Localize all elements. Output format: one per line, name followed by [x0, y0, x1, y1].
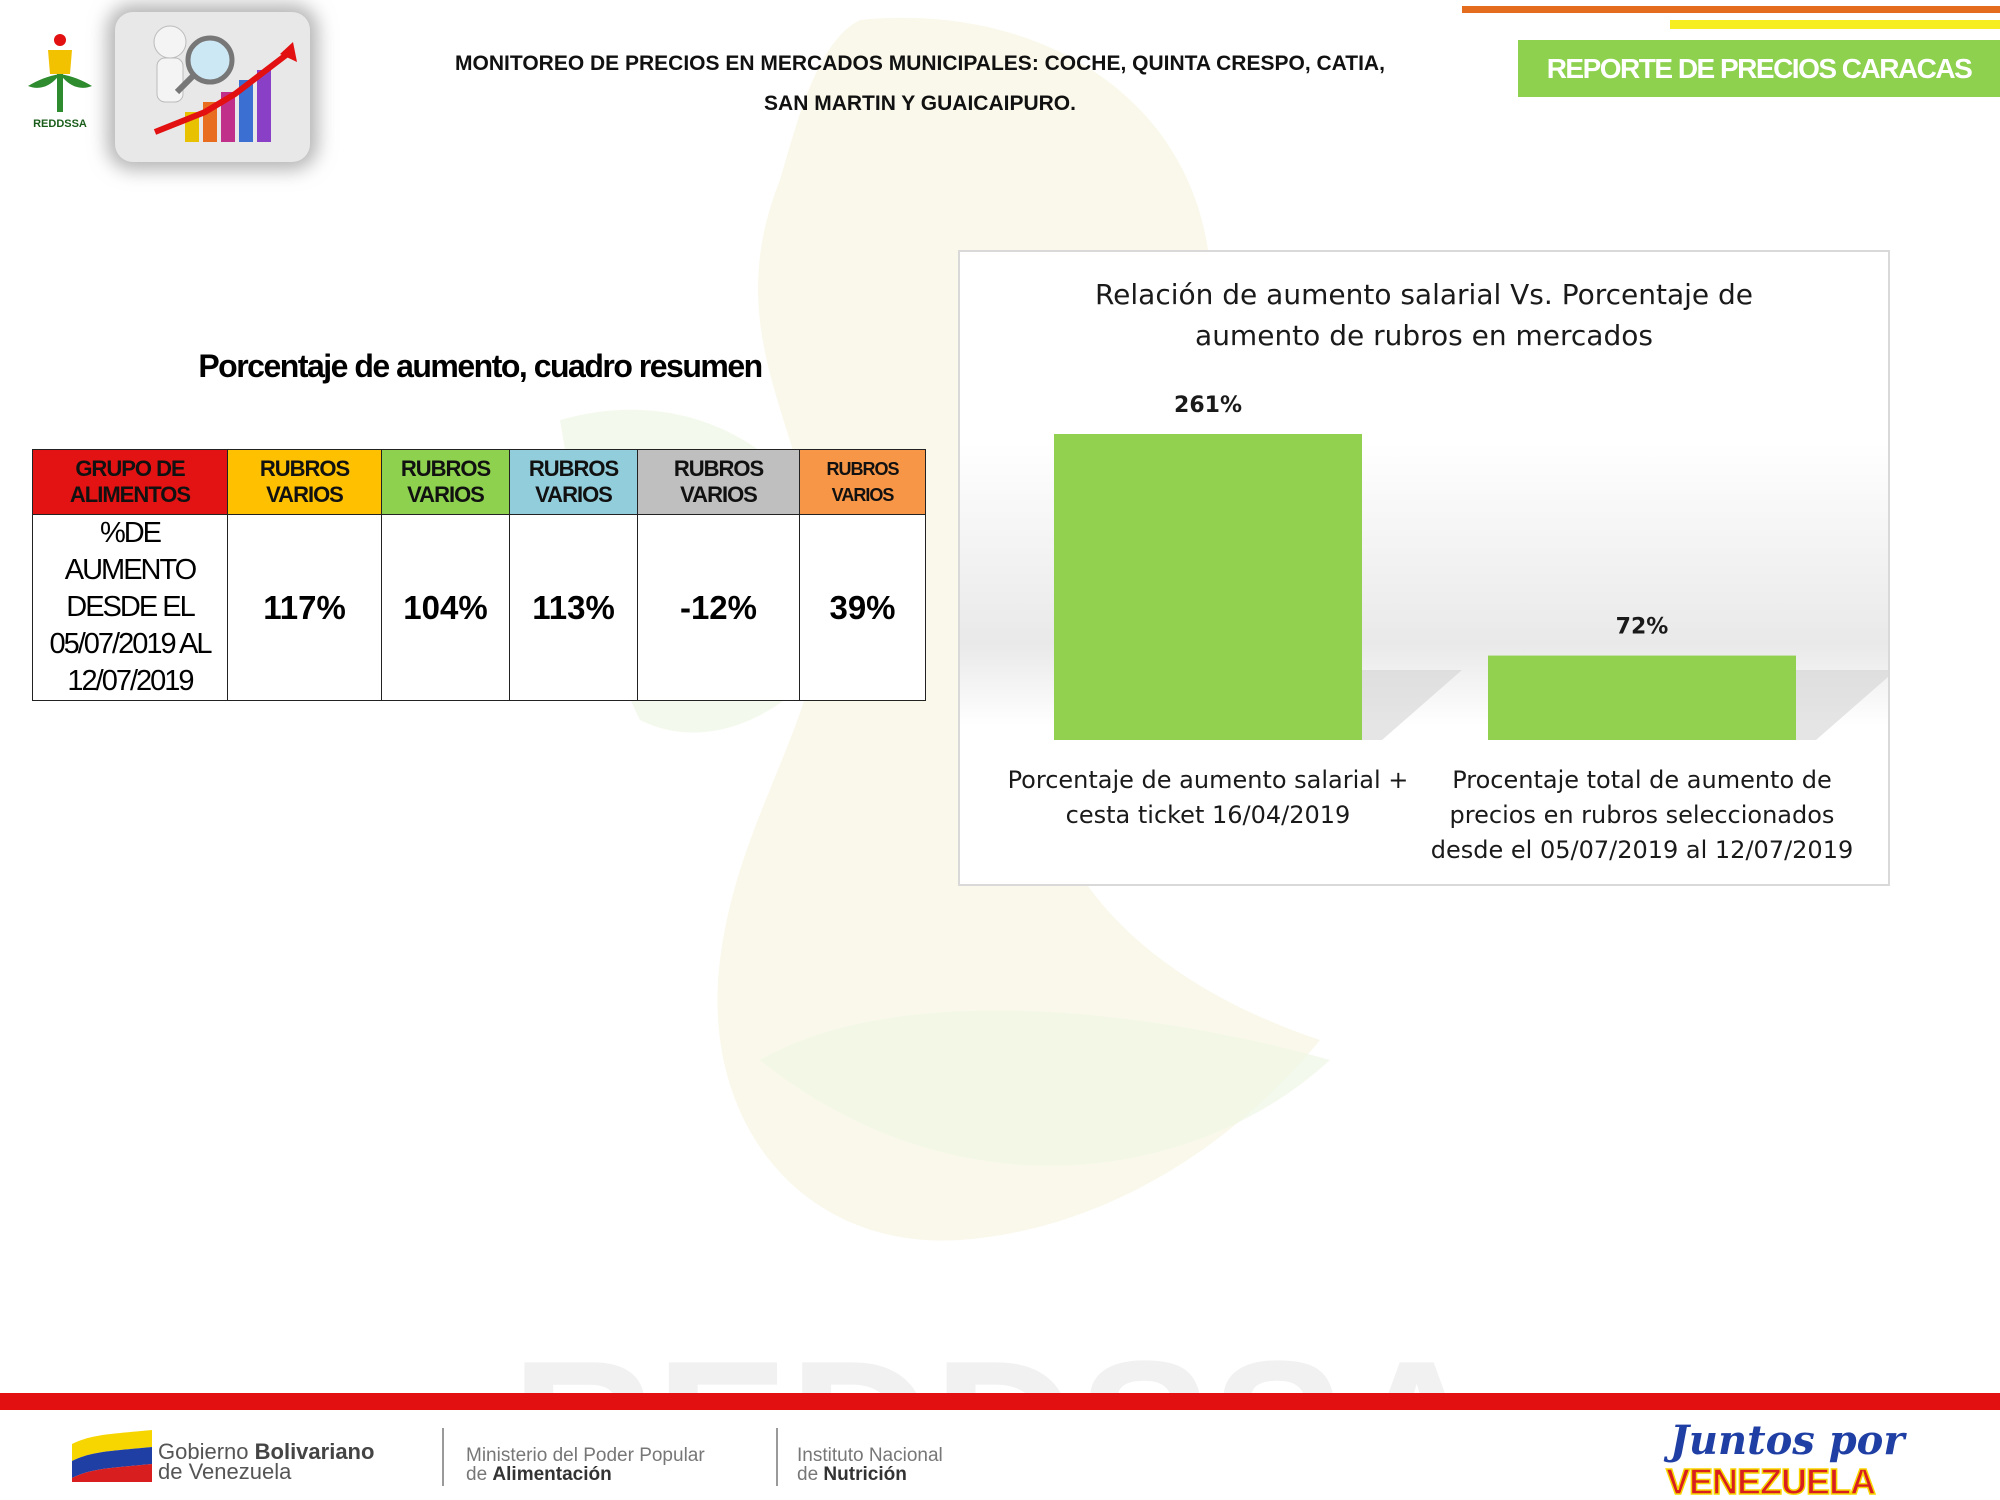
- reddssa-logo-text: REDDSSA: [33, 118, 87, 130]
- category-label: desde el 05/07/2019 al 12/07/2019: [1431, 836, 1853, 864]
- header-cell-line1: RUBROS: [826, 459, 899, 479]
- row-label-line: %DE: [99, 517, 162, 549]
- analysis-illustration: [115, 12, 310, 162]
- header-cell-rubros-3: RUBROS VARIOS: [509, 449, 638, 515]
- gov-line2: de Venezuela: [158, 1459, 292, 1484]
- reddssa-logo: REDDSSA: [20, 28, 100, 138]
- bar-shadow: [1362, 670, 1462, 740]
- value-cell: -12%: [637, 514, 800, 701]
- summary-data-row: %DE AUMENTO DESDE EL 05/07/2019 AL 12/07…: [32, 514, 926, 701]
- bar-chart: 261% Porcentaje de aumento salarial + cest…: [1008, 393, 1888, 864]
- footer-separator: [442, 1428, 444, 1486]
- data-label: 72%: [1616, 615, 1669, 640]
- ministry-line2-a: de: [466, 1464, 493, 1485]
- header-cell-line2: ALIMENTOS: [69, 482, 191, 507]
- chart-title: Relación de aumento salarial Vs. Porcent…: [960, 274, 1888, 356]
- bar: [1488, 655, 1796, 740]
- gov-line1-a: Gobierno: [158, 1439, 255, 1464]
- magnifier-chart-icon: [153, 25, 297, 142]
- value-cell: 113%: [509, 514, 638, 701]
- reddssa-emblem-icon: [28, 34, 92, 112]
- top-orange-bar: [1462, 6, 2000, 13]
- header-title-line1: MONITOREO DE PRECIOS EN MERCADOS MUNICIP…: [455, 52, 1385, 75]
- header-cell-line1: RUBROS: [673, 456, 764, 481]
- header-cell-rubros-4: RUBROS VARIOS: [637, 449, 800, 515]
- chart-panel: Relación de aumento salarial Vs. Porcent…: [958, 250, 1890, 886]
- summary-table: GRUPO DE ALIMENTOS RUBROS VARIOS RUBROS …: [32, 449, 926, 701]
- summary-header-row: GRUPO DE ALIMENTOS RUBROS VARIOS RUBROS …: [32, 449, 926, 515]
- header-cell-line1: GRUPO DE: [75, 456, 185, 481]
- footer-red-bar: [0, 1393, 2000, 1410]
- ministry-logo-text: Ministerio del Poder Popular de Alimenta…: [466, 1446, 705, 1484]
- header-cell-grupo: GRUPO DE ALIMENTOS: [32, 449, 228, 515]
- row-label-line: 12/07/2019: [67, 665, 194, 697]
- bar-shadow: [1796, 670, 1888, 740]
- value-cell: 117%: [227, 514, 382, 701]
- value-cell: 39%: [799, 514, 926, 701]
- header-cell-line2: VARIOS: [266, 482, 344, 507]
- header-cell-line1: RUBROS: [400, 456, 491, 481]
- inn-line2-a: de: [797, 1464, 824, 1485]
- data-label: 261%: [1174, 393, 1242, 418]
- inn-line2-b: Nutrición: [823, 1464, 907, 1485]
- gov-line1-b: Bolivariano: [254, 1439, 375, 1464]
- gov-logo-text: Gobierno Bolivariano de Venezuela: [158, 1439, 375, 1484]
- venezuela-flag-icon: [72, 1430, 152, 1482]
- juntos-line1: Juntos por: [1663, 1420, 1907, 1464]
- footer-logos: Gobierno Bolivariano de Venezuela Minist…: [0, 1410, 2000, 1500]
- category-label: cesta ticket 16/04/2019: [1066, 801, 1351, 829]
- chart-title-line: Relación de aumento salarial Vs. Porcent…: [1094, 278, 1754, 311]
- row-label-line: DESDE EL: [66, 591, 195, 623]
- row-label-line: 05/07/2019 AL: [49, 628, 212, 660]
- header-cell-line1: RUBROS: [259, 456, 350, 481]
- watermark-leaf-shape-2: [760, 1010, 1330, 1166]
- inn-logo-text: Instituto Nacional de Nutrición: [797, 1446, 943, 1484]
- juntos-line2: VENEZUELA: [1666, 1461, 1876, 1500]
- ministry-line2-b: Alimentación: [492, 1464, 612, 1485]
- top-yellow-bar: [1670, 20, 2000, 29]
- header-cell-line2: VARIOS: [407, 482, 485, 507]
- chart-title-line: aumento de rubros en mercados: [1195, 319, 1653, 352]
- row-label-line: AUMENTO: [64, 554, 197, 586]
- header-cell-rubros-1: RUBROS VARIOS: [227, 449, 382, 515]
- category-label: precios en rubros seleccionados: [1450, 801, 1835, 829]
- row-label-cell: %DE AUMENTO DESDE EL 05/07/2019 AL 12/07…: [32, 514, 228, 701]
- report-badge: REPORTE DE PRECIOS CARACAS: [1518, 40, 2000, 97]
- category-label: Porcentaje de aumento salarial +: [1008, 766, 1409, 794]
- header-cell-line2: VARIOS: [680, 482, 758, 507]
- category-label: Procentaje total de aumento de: [1452, 766, 1832, 794]
- inn-line1: Instituto Nacional: [797, 1445, 943, 1466]
- header-cell-line2: VARIOS: [535, 482, 613, 507]
- footer-separator: [776, 1428, 778, 1486]
- header-title-line2: SAN MARTIN Y GUAICAIPURO.: [764, 92, 1076, 115]
- summary-title: Porcentaje de aumento, cuadro resumen: [198, 348, 763, 384]
- ministry-line1: Ministerio del Poder Popular: [466, 1445, 705, 1466]
- header-cell-rubros-2: RUBROS VARIOS: [381, 449, 510, 515]
- header-cell-rubros-5: RUBROS VARIOS: [799, 449, 926, 515]
- header-cell-line2: VARIOS: [831, 485, 895, 505]
- juntos-por-venezuela-logo: Juntos por VENEZUELA: [1663, 1420, 1907, 1500]
- bar: [1054, 434, 1362, 740]
- header-cell-line1: RUBROS: [528, 456, 619, 481]
- value-cell: 104%: [381, 514, 510, 701]
